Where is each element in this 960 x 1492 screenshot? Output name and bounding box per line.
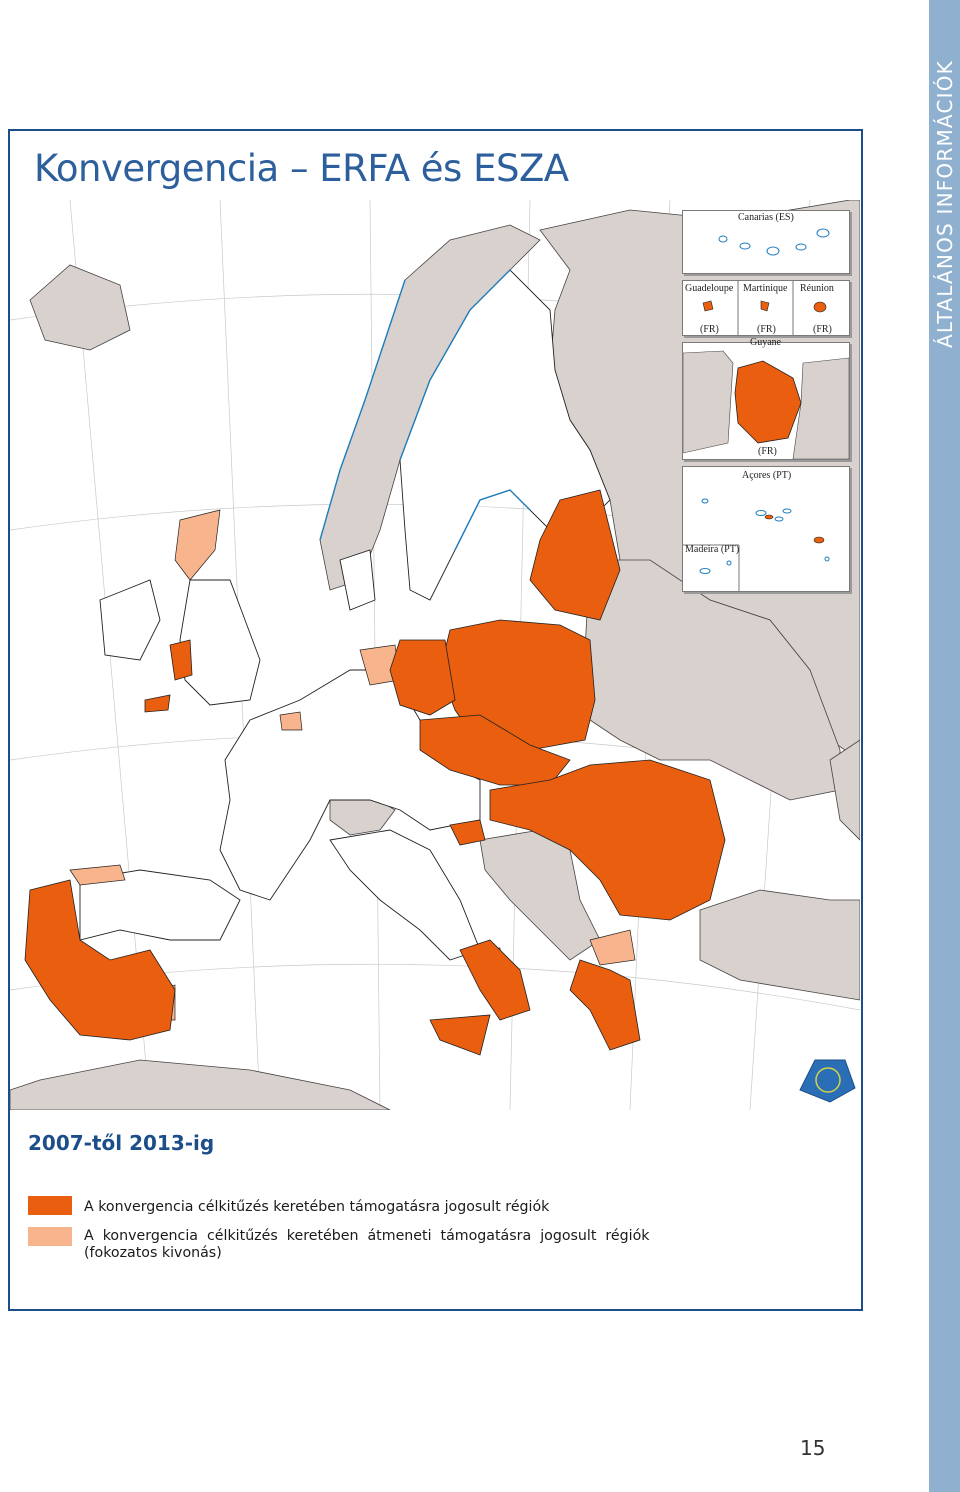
inset-caribbean-reunion <box>682 280 850 336</box>
caribbean-islands <box>702 281 827 335</box>
martinique-label: Martinique <box>743 283 788 294</box>
period-label: 2007-től 2013-ig <box>28 1131 215 1155</box>
side-label: ÁLTALÁNOS INFORMÁCIÓK <box>929 24 960 384</box>
guadeloupe-country: (FR) <box>700 324 719 335</box>
inset-panels: Canarias (ES) Guadeloupe Martinique Réun… <box>680 208 852 593</box>
inset-canarias <box>682 210 850 274</box>
convergence-regions <box>24 489 726 1056</box>
madeira-label: Madeira (PT) <box>685 544 740 555</box>
guyane-label: Guyane <box>750 337 782 348</box>
atlantic-islands <box>683 498 830 591</box>
acores-label: Açores (PT) <box>742 470 792 481</box>
canarias-islands <box>718 228 830 256</box>
reunion-country: (FR) <box>813 324 832 335</box>
legend-label-phasing-out-line2: (fokozatos kivonás) <box>84 1245 222 1261</box>
guyane-map <box>682 350 850 460</box>
side-bar <box>929 0 960 1492</box>
legend-swatch-phasing-out <box>28 1227 72 1246</box>
coastlines <box>319 269 531 551</box>
legend-label-phasing-out: A konvergencia célkitűzés keretében átme… <box>84 1228 650 1244</box>
inset-acores-madeira <box>682 466 850 592</box>
eu-globe-logo <box>799 1059 856 1103</box>
side-label-text: ÁLTALÁNOS INFORMÁCIÓK <box>932 60 957 348</box>
guyane-country: (FR) <box>758 446 777 457</box>
page-number: 15 <box>800 1436 826 1460</box>
legend-swatch-convergence <box>28 1196 72 1215</box>
canarias-label: Canarias (ES) <box>738 212 794 223</box>
reunion-label: Réunion <box>800 283 834 294</box>
page-title: Konvergencia – ERFA és ESZA <box>34 147 569 190</box>
inset-guyane <box>682 342 850 460</box>
guadeloupe-label: Guadeloupe <box>685 283 734 294</box>
martinique-country: (FR) <box>757 324 776 335</box>
legend-label-convergence: A konvergencia célkitűzés keretében támo… <box>84 1199 550 1215</box>
